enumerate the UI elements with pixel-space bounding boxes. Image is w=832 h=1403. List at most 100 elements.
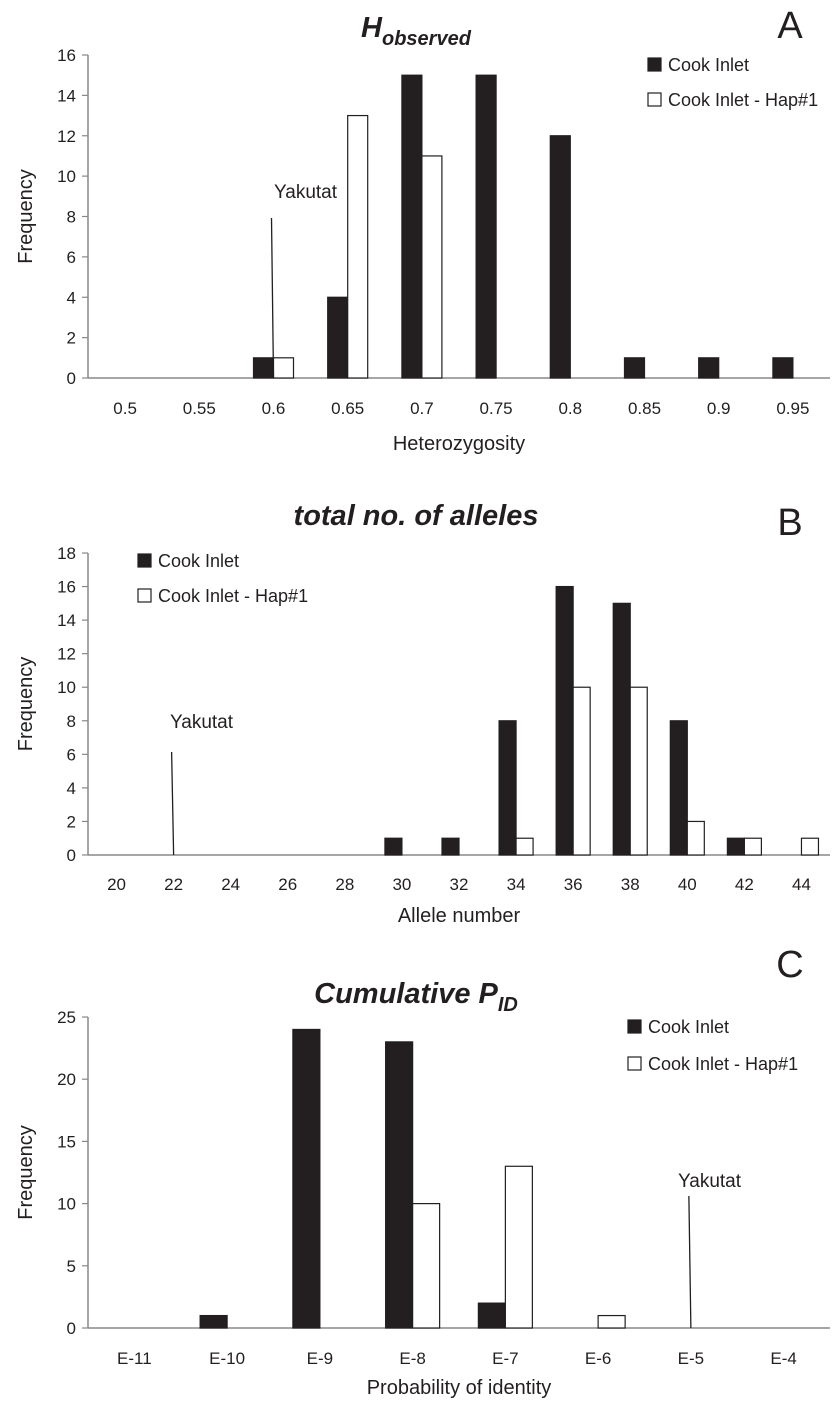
yakutat-label: Yakutat: [678, 1171, 742, 1192]
y-axis-label: Frequency: [15, 1125, 37, 1220]
bar-cook-inlet: [498, 720, 517, 856]
x-tick-label: E-7: [492, 1349, 518, 1368]
x-tick-label: 0.55: [183, 399, 216, 418]
bar-cook-inlet: [549, 135, 571, 379]
legend-swatch: [647, 92, 662, 107]
x-tick-label: 42: [735, 875, 754, 894]
y-tick-label: 14: [57, 86, 76, 105]
x-tick-label: E-8: [399, 1349, 425, 1368]
x-tick-label: 0.65: [331, 399, 364, 418]
x-tick-label: E-4: [770, 1349, 796, 1368]
chart-panel-c: Cumulative PID C 0 5 10 15 20 25 E-11 E-10 E-9 E-8 E…: [0, 940, 832, 1403]
bar-cook-inlet: [623, 357, 646, 379]
x-tick-label: 36: [564, 875, 583, 894]
bar-cook-inlet-hap1: [272, 357, 295, 379]
yakutat-marker-line: [688, 1195, 692, 1329]
chart-panel-b: total no. of alleles B 0 2 4 6 8 10 12 14 16 18 20 22…: [0, 470, 832, 940]
x-tick-label: E-6: [585, 1349, 611, 1368]
x-tick-label: E-11: [117, 1349, 152, 1368]
bar-cook-inlet: [199, 1314, 228, 1329]
legend-label: Cook Inlet: [158, 551, 239, 571]
x-tick-label: 0.9: [707, 399, 731, 418]
x-axis-label: Probability of identity: [367, 1377, 552, 1399]
y-tick-label: 16: [57, 578, 76, 597]
x-tick-label: 0.8: [558, 399, 582, 418]
x-tick-label: E-10: [209, 1349, 245, 1368]
bar-cook-inlet: [477, 1302, 506, 1329]
bar-cook-inlet: [726, 837, 745, 856]
bar-cook-inlet: [698, 357, 720, 379]
y-tick-label: 14: [57, 611, 76, 630]
legend-swatch: [137, 588, 152, 603]
x-tick-label: E-5: [678, 1349, 704, 1368]
bar-cook-inlet: [475, 74, 497, 379]
yakutat-label: Yakutat: [170, 712, 234, 733]
bar-cook-inlet-hap1: [597, 1314, 626, 1329]
chart-title-subscript: observed: [382, 28, 472, 50]
y-tick-label: 12: [57, 127, 76, 146]
bar-cook-inlet: [292, 1028, 321, 1329]
legend-label: Cook Inlet: [668, 55, 749, 75]
bar-cook-inlet-hap1: [504, 1165, 533, 1329]
bar-cook-inlet-hap1: [412, 1203, 441, 1329]
bar-cook-inlet: [384, 837, 403, 856]
y-tick-label: 4: [67, 288, 76, 307]
x-tick-label: 0.5: [113, 399, 137, 418]
legend-swatch: [137, 553, 152, 568]
y-tick-label: 6: [67, 248, 76, 267]
bar-cook-inlet: [385, 1041, 414, 1329]
x-tick-label: 0.95: [776, 399, 809, 418]
x-tick-label: 40: [678, 875, 697, 894]
y-tick-label: 0: [67, 1319, 76, 1338]
panel-letter: B: [777, 502, 802, 544]
legend-label: Cook Inlet - Hap#1: [668, 90, 818, 110]
y-tick-label: 6: [67, 745, 76, 764]
x-tick-label: 28: [335, 875, 354, 894]
legend-label: Cook Inlet - Hap#1: [648, 1054, 798, 1074]
y-tick-label: 2: [67, 812, 76, 831]
bar-cook-inlet: [772, 357, 794, 379]
bar-cook-inlet-hap1: [800, 837, 820, 856]
y-tick-label: 15: [57, 1132, 76, 1151]
x-tick-label: 0.7: [410, 399, 434, 418]
bar-cook-inlet: [612, 602, 631, 856]
y-tick-label: 0: [67, 369, 76, 388]
x-tick-label: 0.85: [628, 399, 661, 418]
panel-letter: C: [776, 944, 803, 986]
y-tick-label: 2: [67, 329, 76, 348]
yakutat-marker-line: [270, 217, 275, 379]
y-tick-label: 8: [67, 712, 76, 731]
yakutat-label: Yakutat: [274, 182, 338, 203]
chart-svg: Cumulative PID C 0 5 10 15 20 25 E-11 E-10 E-9 E-8 E…: [15, 944, 830, 1399]
x-tick-label: 26: [278, 875, 297, 894]
y-tick-label: 5: [67, 1257, 76, 1276]
bar-cook-inlet-hap1: [686, 820, 705, 856]
x-tick-label: 20: [107, 875, 126, 894]
x-tick-label: 24: [221, 875, 240, 894]
x-tick-label: 34: [507, 875, 526, 894]
bar-cook-inlet: [327, 296, 349, 379]
chart-title-subscript: ID: [498, 994, 518, 1016]
x-axis-label: Heterozygosity: [393, 433, 525, 455]
panel-letter: A: [777, 5, 803, 47]
x-tick-label: 38: [621, 875, 640, 894]
chart-title: Hobserved: [361, 12, 472, 50]
legend-label: Cook Inlet: [648, 1017, 729, 1037]
x-tick-label: 22: [164, 875, 183, 894]
chart-panel-a: Hobserved A 0 2 4 6 8 10 12 14 16 0.5 0.55 0.6 0.65 0.7…: [0, 0, 832, 470]
chart-svg: Hobserved A 0 2 4 6 8 10 12 14 16 0.5 0.55 0.6 0.65 0.7…: [15, 5, 830, 455]
y-tick-label: 10: [57, 1195, 76, 1214]
bar-cook-inlet: [669, 720, 688, 856]
x-tick-label: 30: [392, 875, 411, 894]
y-tick-label: 10: [57, 678, 76, 697]
y-tick-label: 8: [67, 208, 76, 227]
x-tick-label: 32: [450, 875, 469, 894]
legend-label: Cook Inlet - Hap#1: [158, 586, 308, 606]
bar-cook-inlet-hap1: [421, 155, 443, 379]
y-tick-label: 12: [57, 645, 76, 664]
legend-swatch: [627, 1019, 642, 1034]
bar-cook-inlet: [252, 357, 275, 379]
bar-cook-inlet-hap1: [629, 686, 648, 856]
chart-title: Cumulative PID: [314, 978, 518, 1016]
